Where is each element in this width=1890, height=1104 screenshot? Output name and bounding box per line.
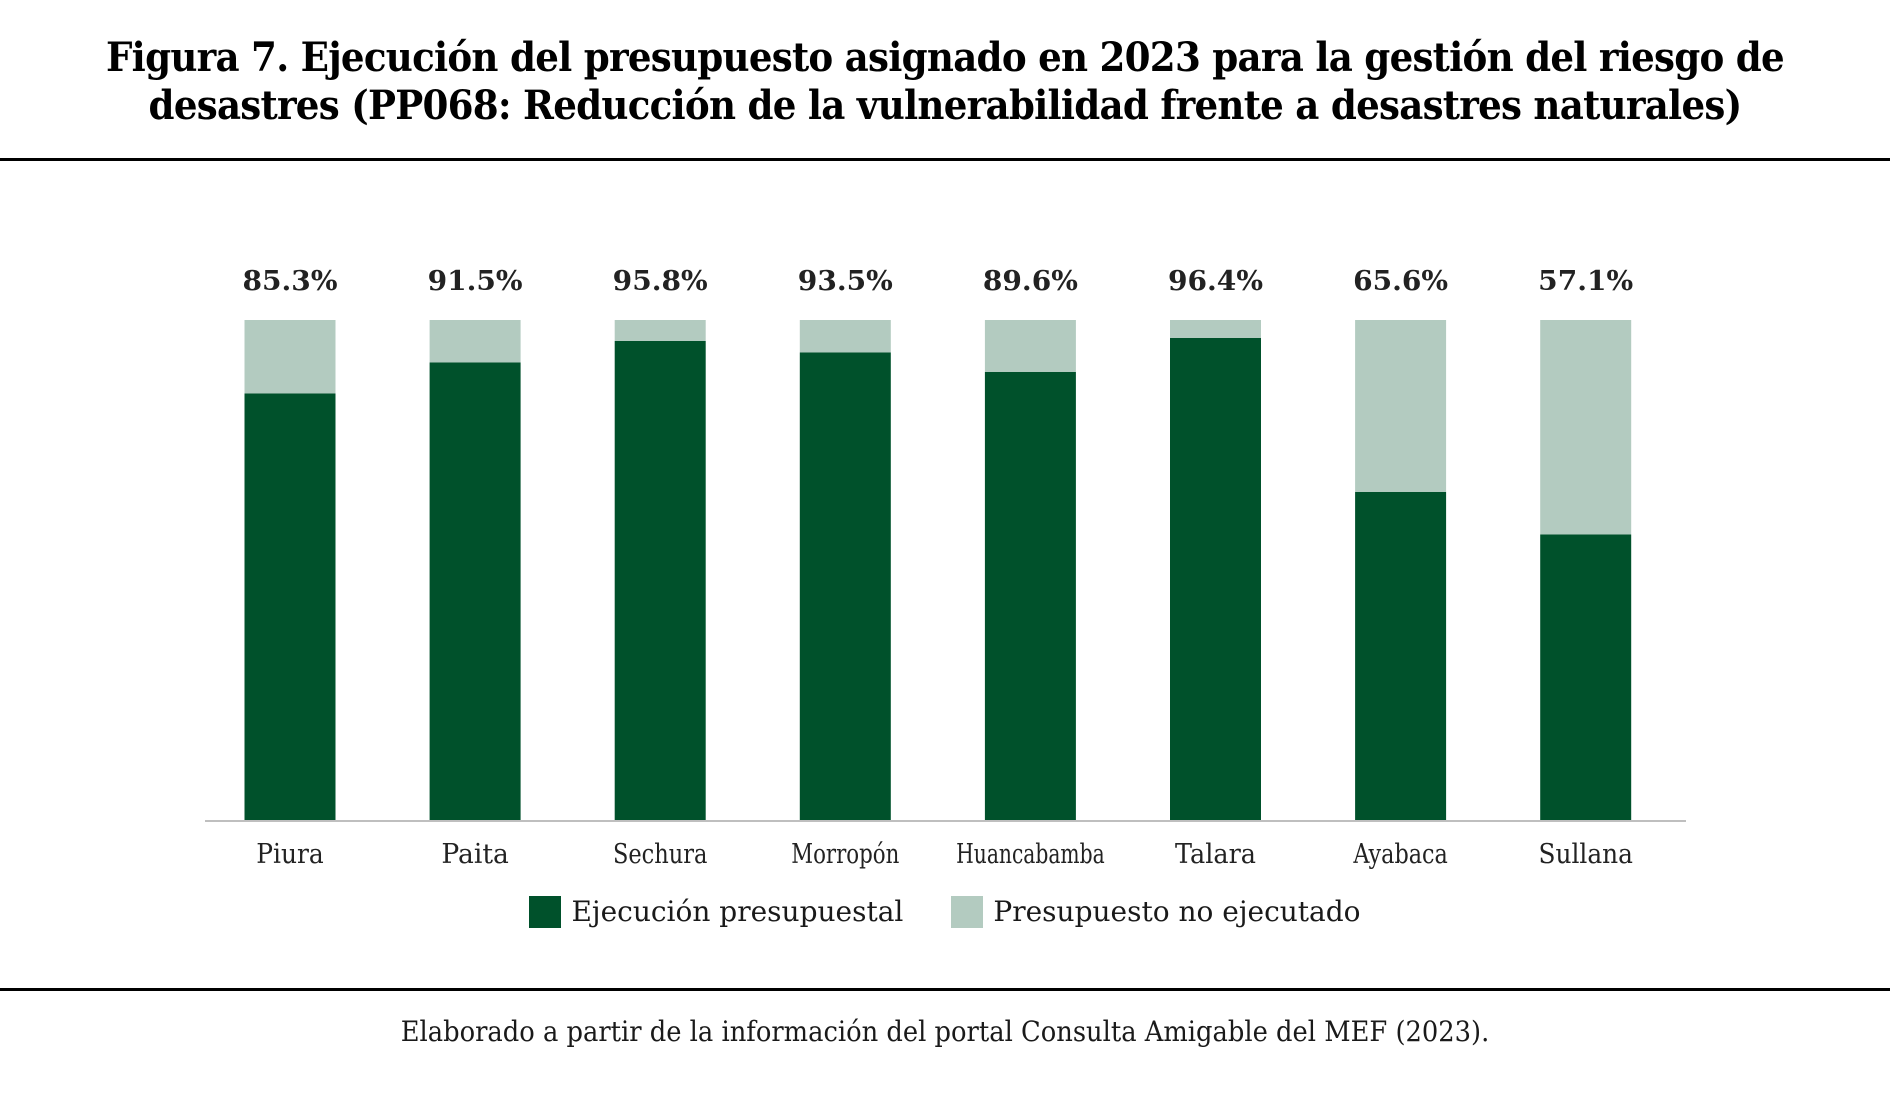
- x-tick-label-ayabaca: Ayabaca: [1353, 839, 1448, 870]
- bars-group: [244, 320, 1632, 820]
- bar-not-executed-sullana: [1540, 320, 1632, 535]
- bar-not-executed-ayabaca: [1355, 320, 1447, 492]
- legend-label-executed: Ejecución presupuestal: [571, 895, 904, 928]
- bar-executed-huancabamba: [984, 372, 1076, 820]
- legend-swatch-not-executed: [951, 895, 984, 928]
- legend-item-executed: Ejecución presupuestal: [529, 895, 903, 928]
- bar-not-executed-paita: [429, 320, 521, 363]
- legend-swatch-executed: [529, 895, 562, 928]
- data-labels: 85.3% 91.5% 95.8% 93.5% 89.6% 96.4% 65.6% 57.1%: [243, 266, 1634, 297]
- x-tick-label-huancabamba: Huancabamba: [956, 839, 1105, 870]
- legend-label-not-executed: Presupuesto no ejecutado: [993, 895, 1361, 928]
- data-label-sullana: 57.1%: [1538, 266, 1633, 297]
- bar-executed-morropon: [799, 352, 891, 820]
- data-label-talara: 96.4%: [1168, 266, 1263, 297]
- data-label-paita: 91.5%: [428, 266, 523, 297]
- data-label-sechura: 95.8%: [613, 266, 708, 297]
- bar-executed-sechura: [614, 341, 706, 820]
- x-tick-label-morropon: Morropón: [791, 839, 899, 870]
- bottom-divider: [0, 988, 1890, 991]
- figure-title-line-1: Figura 7. Ejecución del presupuesto asig…: [106, 34, 1785, 81]
- x-tick-labels: Piura Paita Sechura Morropón Huancabamba Tala…: [256, 839, 1633, 870]
- figure-title-line-2: desastres (PP068: Reducción de la vulner…: [148, 82, 1743, 129]
- bar-executed-sullana: [1540, 534, 1632, 820]
- data-label-ayabaca: 65.6%: [1353, 266, 1448, 297]
- stacked-bar-chart: Piura Paita Sechura Morropón Huancabamba Tala…: [205, 266, 1686, 870]
- x-tick-label-piura: Piura: [256, 839, 324, 870]
- x-tick-label-paita: Paita: [441, 839, 509, 870]
- source-caption: Elaborado a partir de la información del…: [400, 1015, 1490, 1048]
- x-tick-label-talara: Talara: [1175, 839, 1256, 870]
- bar-executed-ayabaca: [1355, 492, 1447, 820]
- bar-not-executed-talara: [1170, 320, 1261, 338]
- data-label-piura: 85.3%: [243, 266, 338, 297]
- data-label-morropon: 93.5%: [798, 266, 893, 297]
- bar-not-executed-morropon: [799, 320, 891, 353]
- figure-title: Figura 7. Ejecución del presupuesto asig…: [66, 34, 1824, 130]
- legend: Ejecución presupuestal Presupuesto no ej…: [0, 895, 1890, 928]
- data-label-huancabamba: 89.6%: [983, 266, 1078, 297]
- x-tick-label-sullana: Sullana: [1538, 839, 1633, 870]
- bar-not-executed-sechura: [614, 320, 706, 341]
- top-divider: [0, 158, 1890, 161]
- x-tick-label-sechura: Sechura: [613, 839, 708, 870]
- bar-executed-talara: [1170, 338, 1261, 820]
- legend-item-not-executed: Presupuesto no ejecutado: [951, 895, 1361, 928]
- bar-not-executed-piura: [244, 320, 336, 394]
- bar-executed-paita: [429, 362, 521, 820]
- bar-not-executed-huancabamba: [984, 320, 1076, 372]
- bar-executed-piura: [244, 393, 336, 820]
